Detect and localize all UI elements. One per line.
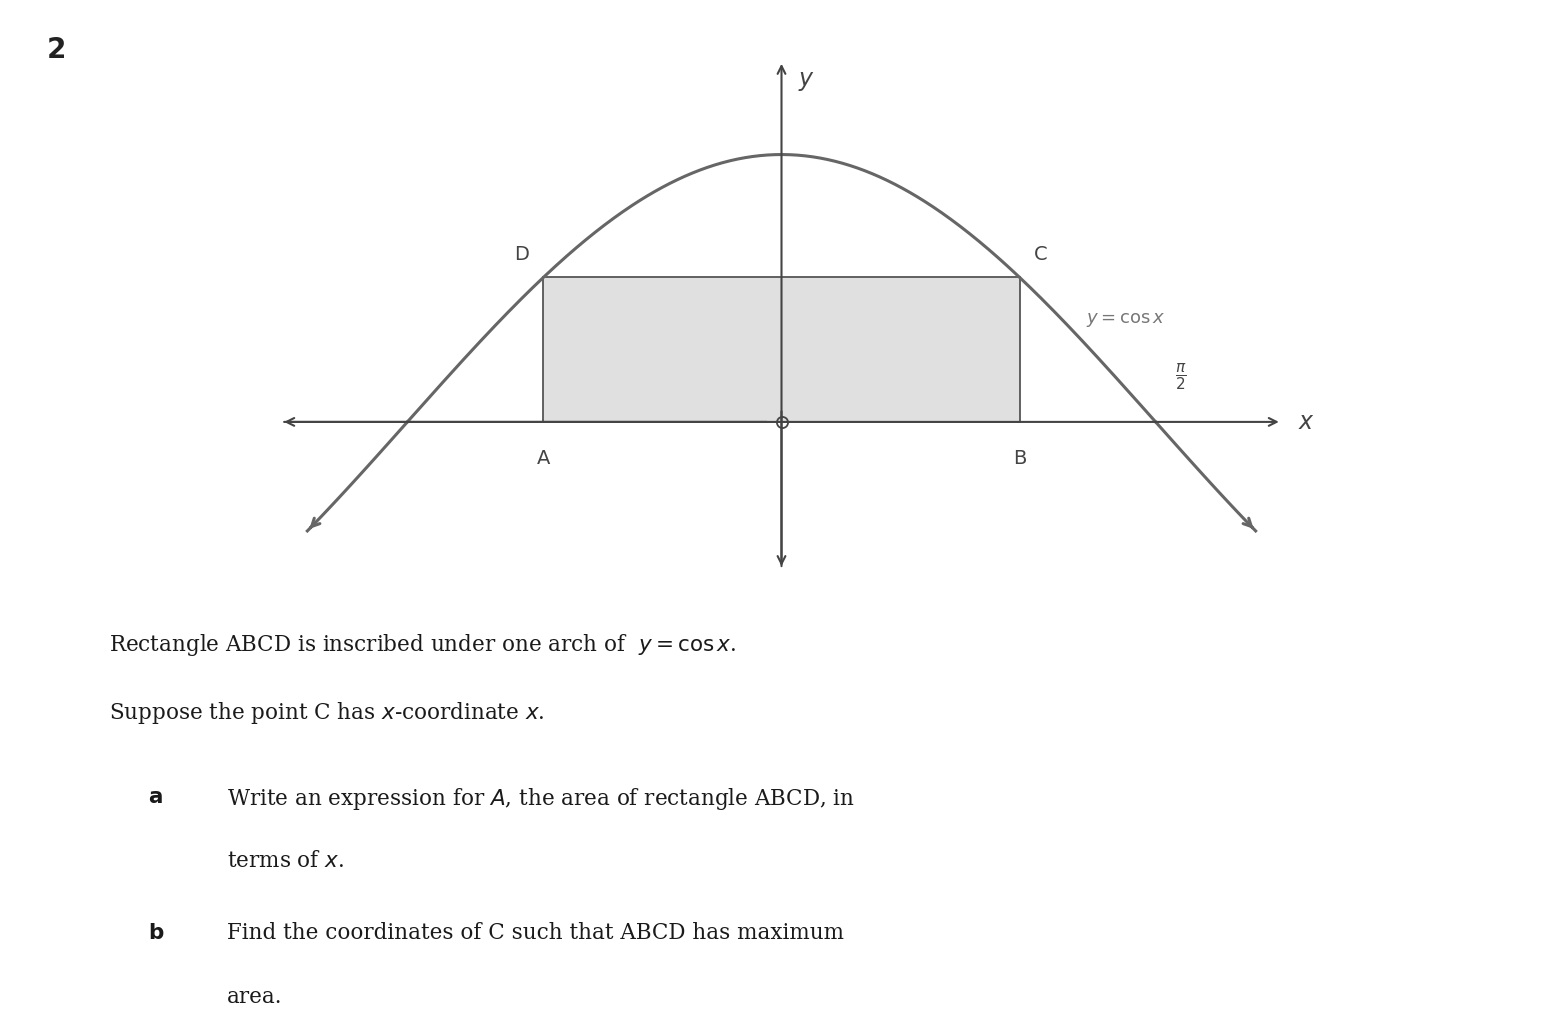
Bar: [544, 277, 1019, 422]
Text: area.: area.: [227, 987, 283, 1008]
Text: D: D: [514, 245, 528, 264]
Text: Suppose the point C has $x$-coordinate $x$.: Suppose the point C has $x$-coordinate $…: [109, 700, 545, 726]
Text: $\mathbf{a}$: $\mathbf{a}$: [148, 785, 163, 808]
Text: terms of $x$.: terms of $x$.: [227, 849, 344, 872]
Text: B: B: [1013, 449, 1027, 467]
Text: $y = \cos x$: $y = \cos x$: [1086, 311, 1166, 329]
Text: 2: 2: [47, 36, 66, 64]
Text: $y$: $y$: [799, 69, 814, 93]
Text: C: C: [1035, 245, 1047, 264]
Text: A: A: [536, 449, 550, 467]
Text: $x$: $x$: [1299, 409, 1314, 434]
Text: Write an expression for $A$, the area of rectangle ABCD, in: Write an expression for $A$, the area of…: [227, 785, 855, 812]
Text: Rectangle ABCD is inscribed under one arch of  $y = \cos x$.: Rectangle ABCD is inscribed under one ar…: [109, 632, 736, 658]
Text: $\mathbf{b}$: $\mathbf{b}$: [148, 923, 164, 944]
Text: $\dfrac{\pi}{2}$: $\dfrac{\pi}{2}$: [1175, 363, 1186, 392]
Text: Find the coordinates of C such that ABCD has maximum: Find the coordinates of C such that ABCD…: [227, 923, 844, 944]
